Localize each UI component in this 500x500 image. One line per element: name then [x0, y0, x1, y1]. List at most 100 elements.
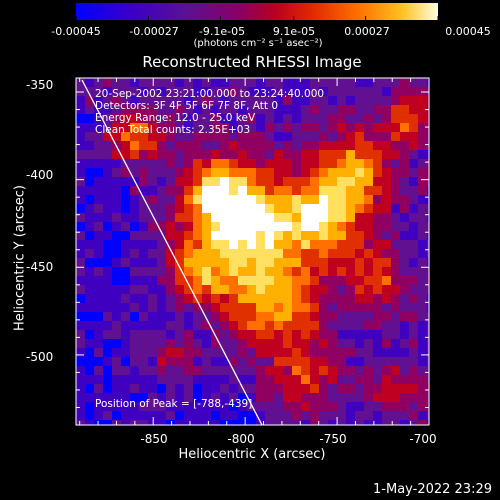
image-pixel: [121, 213, 130, 222]
image-pixel: [328, 303, 337, 312]
image-pixel: [184, 132, 193, 141]
image-pixel: [130, 402, 139, 411]
image-pixel: [310, 159, 319, 168]
image-pixel: [346, 285, 355, 294]
image-pixel: [310, 357, 319, 366]
image-pixel: [202, 177, 211, 186]
image-pixel: [337, 150, 346, 159]
image-pixel: [265, 87, 274, 96]
image-pixel: [427, 141, 429, 150]
image-pixel: [211, 420, 220, 425]
image-pixel: [310, 150, 319, 159]
image-pixel: [346, 303, 355, 312]
image-pixel: [382, 384, 391, 393]
image-pixel: [364, 276, 373, 285]
image-pixel: [130, 330, 139, 339]
image-pixel: [238, 132, 247, 141]
image-pixel: [319, 276, 328, 285]
image-pixel: [121, 303, 130, 312]
image-pixel: [166, 303, 175, 312]
solar-image: [76, 78, 429, 425]
image-pixel: [346, 123, 355, 132]
image-pixel: [301, 141, 310, 150]
image-pixel: [355, 249, 364, 258]
image-pixel: [409, 195, 418, 204]
image-pixel: [418, 132, 427, 141]
image-pixel: [148, 123, 157, 132]
image-pixel: [283, 420, 292, 425]
image-pixel: [346, 240, 355, 249]
image-pixel: [211, 231, 220, 240]
image-pixel: [256, 168, 265, 177]
image-pixel: [364, 330, 373, 339]
image-pixel: [220, 420, 229, 425]
image-pixel: [292, 78, 301, 87]
image-pixel: [427, 168, 429, 177]
image-pixel: [409, 177, 418, 186]
image-pixel: [229, 168, 238, 177]
image-pixel: [76, 402, 85, 411]
image-pixel: [310, 204, 319, 213]
image-pixel: [409, 303, 418, 312]
image-pixel: [355, 150, 364, 159]
image-pixel: [373, 231, 382, 240]
image-pixel: [310, 132, 319, 141]
image-pixel: [418, 258, 427, 267]
image-pixel: [427, 267, 429, 276]
image-pixel: [265, 132, 274, 141]
image-pixel: [139, 348, 148, 357]
image-pixel: [346, 258, 355, 267]
image-pixel: [301, 204, 310, 213]
image-pixel: [256, 384, 265, 393]
image-pixel: [166, 294, 175, 303]
image-pixel: [373, 213, 382, 222]
image-pixel: [238, 177, 247, 186]
image-pixel: [175, 150, 184, 159]
image-pixel: [238, 330, 247, 339]
image-pixel: [130, 150, 139, 159]
image-pixel: [355, 267, 364, 276]
image-pixel: [85, 294, 94, 303]
image-pixel: [337, 339, 346, 348]
image-pixel: [193, 204, 202, 213]
image-pixel: [409, 123, 418, 132]
image-pixel: [229, 213, 238, 222]
image-pixel: [166, 411, 175, 420]
image-pixel: [121, 384, 130, 393]
image-pixel: [247, 339, 256, 348]
image-pixel: [310, 87, 319, 96]
image-pixel: [148, 339, 157, 348]
image-pixel: [400, 123, 409, 132]
image-pixel: [391, 285, 400, 294]
image-pixel: [202, 366, 211, 375]
image-pixel: [373, 303, 382, 312]
image-pixel: [103, 213, 112, 222]
image-pixel: [202, 231, 211, 240]
image-pixel: [103, 375, 112, 384]
image-pixel: [292, 348, 301, 357]
image-pixel: [301, 321, 310, 330]
image-pixel: [94, 357, 103, 366]
image-pixel: [427, 402, 429, 411]
image-pixel: [220, 249, 229, 258]
image-pixel: [382, 132, 391, 141]
image-pixel: [382, 402, 391, 411]
image-pixel: [319, 168, 328, 177]
image-pixel: [175, 213, 184, 222]
image-pixel: [337, 231, 346, 240]
image-pixel: [292, 294, 301, 303]
image-pixel: [94, 78, 103, 87]
image-pixel: [337, 420, 346, 425]
image-pixel: [265, 285, 274, 294]
image-pixel: [175, 402, 184, 411]
image-pixel: [202, 96, 211, 105]
image-pixel: [130, 240, 139, 249]
image-pixel: [94, 87, 103, 96]
image-pixel: [418, 357, 427, 366]
image-pixel: [103, 267, 112, 276]
image-pixel: [265, 204, 274, 213]
image-pixel: [283, 141, 292, 150]
image-pixel: [112, 177, 121, 186]
image-pixel: [283, 96, 292, 105]
image-pixel: [283, 222, 292, 231]
